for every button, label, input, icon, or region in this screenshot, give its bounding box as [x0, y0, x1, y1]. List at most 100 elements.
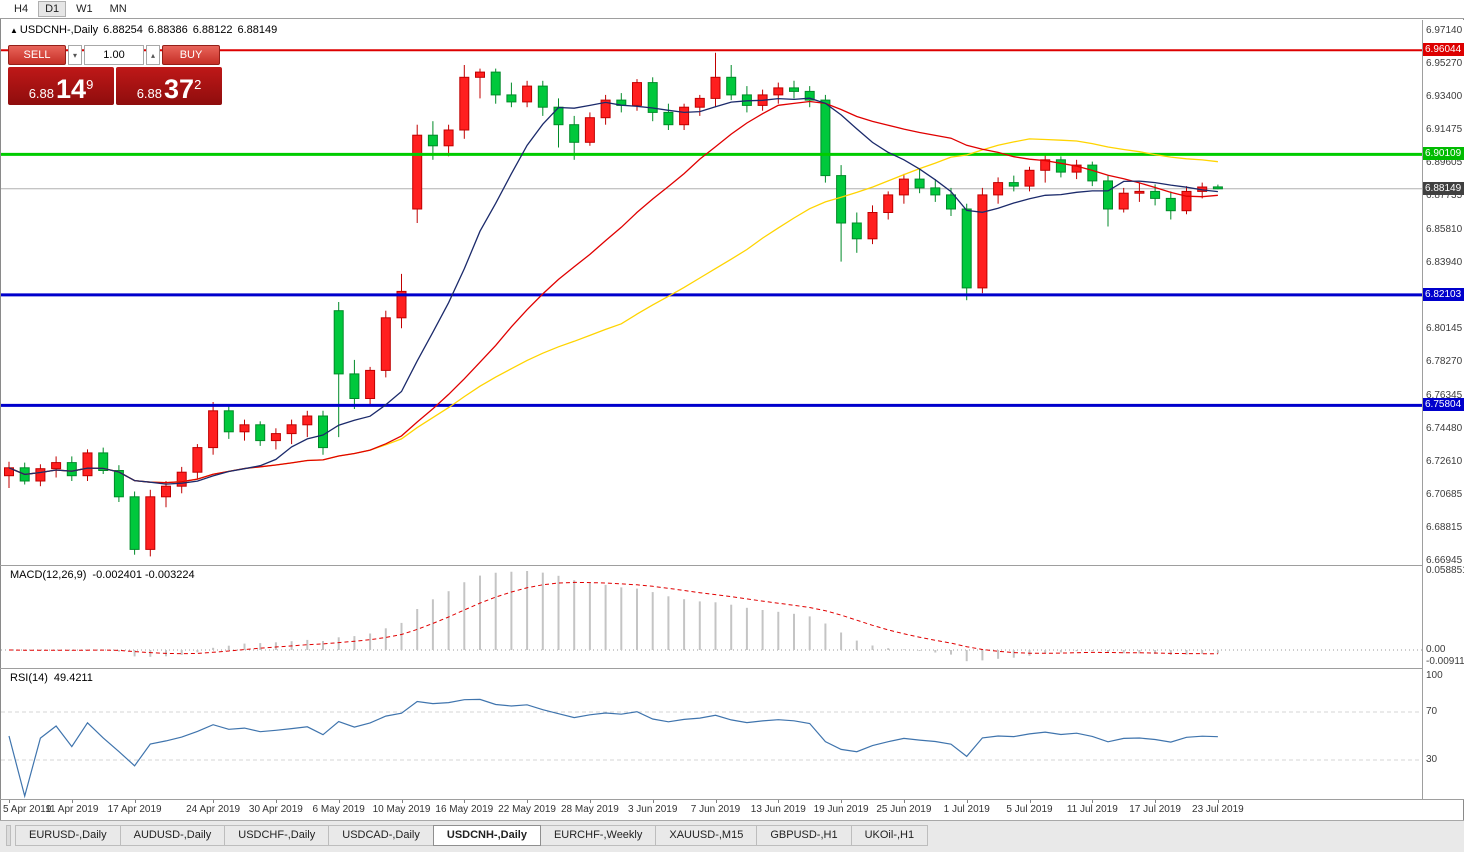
time-axis-tick — [134, 800, 136, 803]
price-axis-border — [1422, 20, 1423, 799]
macd-values: -0.002401 -0.003224 — [92, 569, 195, 581]
time-axis-label: 11 Jul 2019 — [1066, 804, 1118, 815]
chart-tab-eurchf-weekly[interactable]: EURCHF-,Weekly — [539, 825, 657, 846]
sell-price-prefix: 6.88 — [28, 86, 55, 101]
time-axis-label: 25 Jun 2019 — [876, 804, 932, 815]
timeframe-button-d1[interactable]: D1 — [38, 1, 67, 17]
ohlc-high: 6.88386 — [147, 24, 188, 36]
rsi-separator — [0, 668, 1464, 669]
timeframe-toolbar: H4 D1 W1 MN — [0, 0, 1464, 19]
sell-price-sup: 9 — [86, 77, 94, 92]
price-axis[interactable]: 6.97140 6.95270 6.93400 6.91475 6.89605 6.877… — [1423, 20, 1464, 799]
time-axis-label: 3 Jun 2019 — [627, 804, 678, 815]
price-axis-label: 6.93400 — [1426, 90, 1463, 102]
timeframe-button-w1[interactable]: W1 — [69, 1, 100, 17]
price-axis-label: 6.78270 — [1426, 356, 1463, 368]
rsi-scale-70: 70 — [1426, 706, 1438, 717]
rsi-value: 49.4211 — [53, 672, 93, 684]
price-axis-label: 6.76345 — [1426, 390, 1463, 401]
price-axis-label: 6.68815 — [1426, 522, 1463, 534]
price-axis-label: 6.72610 — [1426, 455, 1463, 467]
chart-tab-audusd-daily[interactable]: AUDUSD-,Daily — [119, 825, 226, 846]
price-level-badge: 6.75804 — [1423, 398, 1464, 412]
time-axis-tick — [1092, 800, 1094, 803]
main-price-chart[interactable] — [1, 20, 1423, 565]
time-axis-label: 13 Jun 2019 — [750, 804, 806, 815]
macd-indicator-chart[interactable] — [1, 566, 1423, 668]
time-axis-label: 11 Apr 2019 — [45, 804, 99, 815]
time-axis-label: 22 May 2019 — [498, 804, 557, 815]
time-axis-label: 7 Jun 2019 — [690, 804, 741, 815]
price-axis-label: 6.89605 — [1426, 157, 1463, 169]
buy-price-main: 37 — [164, 74, 195, 104]
time-axis-separator — [0, 799, 1464, 800]
chart-symbol-label: USDCNH-,Daily — [19, 24, 99, 36]
time-axis-label: 30 Apr 2019 — [248, 804, 303, 815]
chart-tab-usdcad-daily[interactable]: USDCAD-,Daily — [328, 825, 434, 846]
time-axis-label: 24 Apr 2019 — [186, 804, 241, 815]
rsi-header: RSI(14) 49.4211 — [10, 672, 99, 684]
time-axis-tick — [71, 800, 73, 803]
time-axis-label: 5 Apr 2019 — [3, 804, 52, 815]
time-axis-label: 1 Jul 2019 — [943, 804, 990, 815]
time-axis-tick — [213, 800, 215, 803]
chart-tab-ukoil-h1[interactable]: UKOil-,H1 — [850, 825, 929, 846]
time-axis-tick — [338, 800, 340, 803]
price-axis-label: 6.80145 — [1426, 323, 1463, 335]
buy-button[interactable]: BUY — [162, 45, 220, 65]
time-axis-label: 17 Jul 2019 — [1129, 804, 1181, 815]
time-axis-tick — [401, 800, 403, 803]
time-axis-tick — [464, 800, 466, 803]
macd-separator — [0, 565, 1464, 566]
timeframe-button-h4[interactable]: H4 — [7, 1, 35, 17]
volume-input[interactable] — [84, 45, 144, 65]
price-axis-label: 6.87735 — [1426, 190, 1463, 202]
volume-increase-icon[interactable]: ▴ — [146, 45, 160, 65]
price-level-badge: 6.96044 — [1423, 43, 1464, 57]
price-axis-label: 6.74480 — [1426, 422, 1463, 434]
chart-ohlc-header: ▲ USDCNH-,Daily 6.88254 6.88386 6.88122 6.881… — [10, 24, 282, 36]
price-axis-label: 6.85810 — [1426, 223, 1463, 235]
macd-scale-zero: 0.00 — [1426, 644, 1446, 655]
ohlc-open: 6.88254 — [103, 24, 143, 36]
time-axis-tick — [589, 800, 591, 803]
time-axis-tick — [9, 800, 10, 803]
tab-bar-grip[interactable] — [6, 825, 11, 846]
chart-tab-bar: EURUSD-,Daily AUDUSD-,Daily USDCHF-,Daily U… — [0, 820, 1464, 852]
time-axis[interactable]: 5 Apr 2019 11 Apr 2019 17 Apr 2019 24 Apr 2… — [1, 800, 1422, 819]
timeframe-button-mn[interactable]: MN — [103, 1, 134, 17]
chart-tab-usdchf-daily[interactable]: USDCHF-,Daily — [224, 825, 330, 846]
time-axis-tick — [1155, 800, 1157, 803]
price-axis-label: 6.95270 — [1426, 57, 1463, 69]
chart-tab-usdcnh-daily[interactable]: USDCNH-,Daily — [432, 825, 541, 846]
rsi-indicator-chart[interactable] — [1, 669, 1423, 799]
price-level-badge: 6.82103 — [1423, 287, 1464, 301]
rsi-scale-100: 100 — [1426, 670, 1443, 681]
sell-price-main: 14 — [56, 74, 87, 104]
time-axis-tick — [841, 800, 843, 803]
time-axis-tick — [275, 800, 277, 803]
chart-tab-eurusd-daily[interactable]: EURUSD-,Daily — [15, 825, 121, 846]
time-axis-tick — [966, 800, 968, 803]
time-axis-tick — [1029, 800, 1031, 803]
buy-price-prefix: 6.88 — [136, 86, 163, 101]
sell-button[interactable]: SELL — [8, 45, 66, 65]
time-axis-tick — [715, 800, 717, 803]
price-axis-label: 6.66945 — [1426, 554, 1463, 566]
time-axis-tick — [903, 800, 905, 803]
sell-price-tile[interactable]: 6.88 14 9 — [8, 67, 114, 105]
macd-title: MACD(12,26,9) — [10, 569, 87, 581]
chart-tab-gbpusd-h1[interactable]: GBPUSD-,H1 — [756, 825, 852, 846]
time-axis-label: 6 May 2019 — [312, 804, 365, 815]
price-axis-label: 6.91475 — [1426, 124, 1463, 136]
one-click-trading-panel: SELL ▾ ▴ BUY 6.88 14 9 6.88 37 2 — [8, 45, 222, 105]
time-axis-label: 5 Jul 2019 — [1006, 804, 1053, 815]
chart-tab-xauusd-m15[interactable]: XAUUSD-,M15 — [655, 825, 758, 846]
ohlc-close: 6.88149 — [237, 24, 278, 36]
ohlc-low: 6.88122 — [192, 24, 233, 36]
time-axis-label: 17 Apr 2019 — [107, 804, 162, 815]
macd-scale-min: -0.009116 — [1426, 656, 1464, 668]
time-axis-tick — [527, 800, 529, 803]
buy-price-tile[interactable]: 6.88 37 2 — [116, 67, 222, 105]
volume-decrease-icon[interactable]: ▾ — [68, 45, 82, 65]
